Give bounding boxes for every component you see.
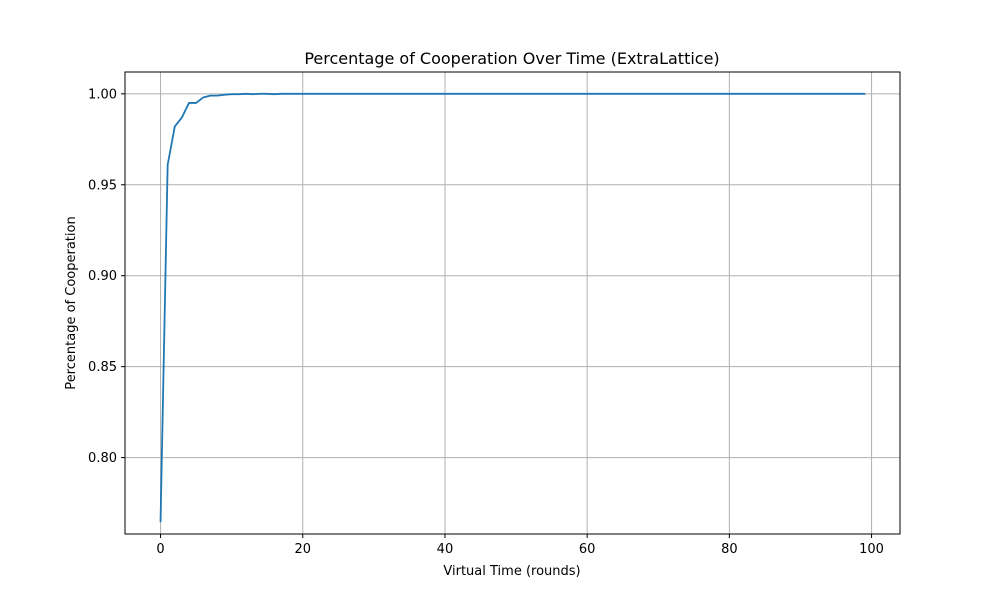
axis-ticks: 0 20 40 60 80 100 0.80 0.85 0.90 0.95 1.00: [88, 87, 884, 557]
x-tick-label: 100: [859, 542, 884, 557]
x-tick-label: 80: [721, 542, 738, 557]
y-tick-label: 0.90: [88, 269, 117, 284]
grid-lines: [125, 72, 900, 534]
y-axis-label: Percentage of Cooperation: [64, 216, 79, 389]
x-tick-label: 20: [294, 542, 311, 557]
y-tick-label: 1.00: [88, 87, 117, 102]
y-tick-label: 0.95: [88, 178, 117, 193]
x-tick-label: 40: [437, 542, 454, 557]
plot-frame: [124, 71, 901, 535]
series-line: [159, 92, 866, 523]
chart-title: Percentage of Cooperation Over Time (Ext…: [304, 49, 719, 68]
y-tick-label: 0.85: [88, 360, 117, 375]
series-layer: [159, 92, 866, 523]
x-axis-label: Virtual Time (rounds): [443, 564, 580, 579]
x-tick-label: 60: [579, 542, 596, 557]
x-tick-label: 0: [156, 542, 164, 557]
y-tick-label: 0.80: [88, 451, 117, 466]
